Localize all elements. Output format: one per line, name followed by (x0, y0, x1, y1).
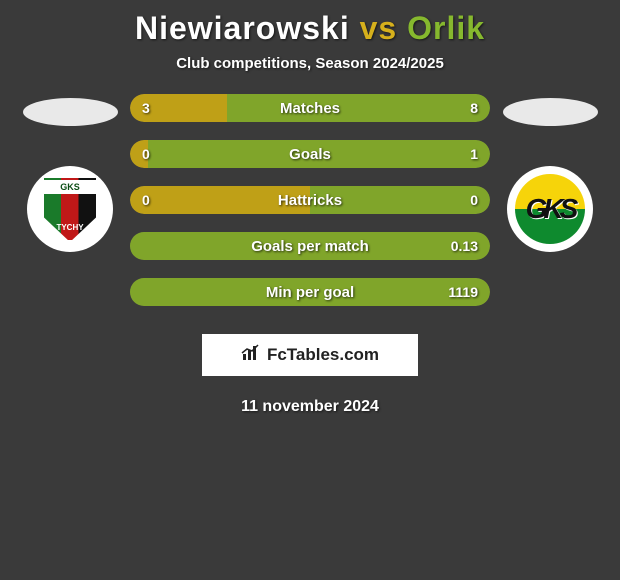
crest-bg-icon: GKS (515, 174, 585, 244)
left-ellipse (23, 98, 118, 126)
crest-top-label: GKS (42, 180, 98, 194)
comparison-infographic: Niewiarowski vs Orlik Club competitions,… (0, 0, 620, 580)
crest-bottom-label: TYCHY (42, 223, 98, 232)
stat-bar: 0.13Goals per match (130, 232, 490, 260)
stat-bar: 00Hattricks (130, 186, 490, 214)
right-club-circle: GKS (507, 166, 593, 252)
stat-bar: 1119Min per goal (130, 278, 490, 306)
stat-bar: 38Matches (130, 94, 490, 122)
crest-letters: GKS (526, 193, 575, 225)
orlik-crest: GKS (515, 174, 585, 244)
gks-tychy-crest: GKS TYCHY (42, 176, 98, 242)
stats-bars: 38Matches 01Goals 00Hattricks 0.13Goals per… (130, 94, 490, 306)
left-side-col: GKS TYCHY (20, 94, 120, 252)
vs-label: vs (360, 10, 398, 46)
main-row: GKS TYCHY 38Matches 01Goals 00Hattricks 0.1… (0, 94, 620, 306)
stat-bar: 01Goals (130, 140, 490, 168)
title-row: Niewiarowski vs Orlik (0, 10, 620, 47)
stat-label: Goals per match (130, 232, 490, 260)
chart-icon (241, 344, 261, 367)
player1-name: Niewiarowski (135, 10, 350, 46)
brand-box: FcTables.com (202, 334, 418, 376)
stat-label: Matches (130, 94, 490, 122)
right-side-col: GKS (500, 94, 600, 252)
subtitle: Club competitions, Season 2024/2025 (0, 55, 620, 72)
date-line: 11 november 2024 (0, 398, 620, 416)
left-club-circle: GKS TYCHY (27, 166, 113, 252)
stat-label: Hattricks (130, 186, 490, 214)
stat-label: Goals (130, 140, 490, 168)
player2-name: Orlik (407, 10, 485, 46)
brand-text: FcTables.com (267, 345, 379, 365)
stat-label: Min per goal (130, 278, 490, 306)
right-ellipse (503, 98, 598, 126)
